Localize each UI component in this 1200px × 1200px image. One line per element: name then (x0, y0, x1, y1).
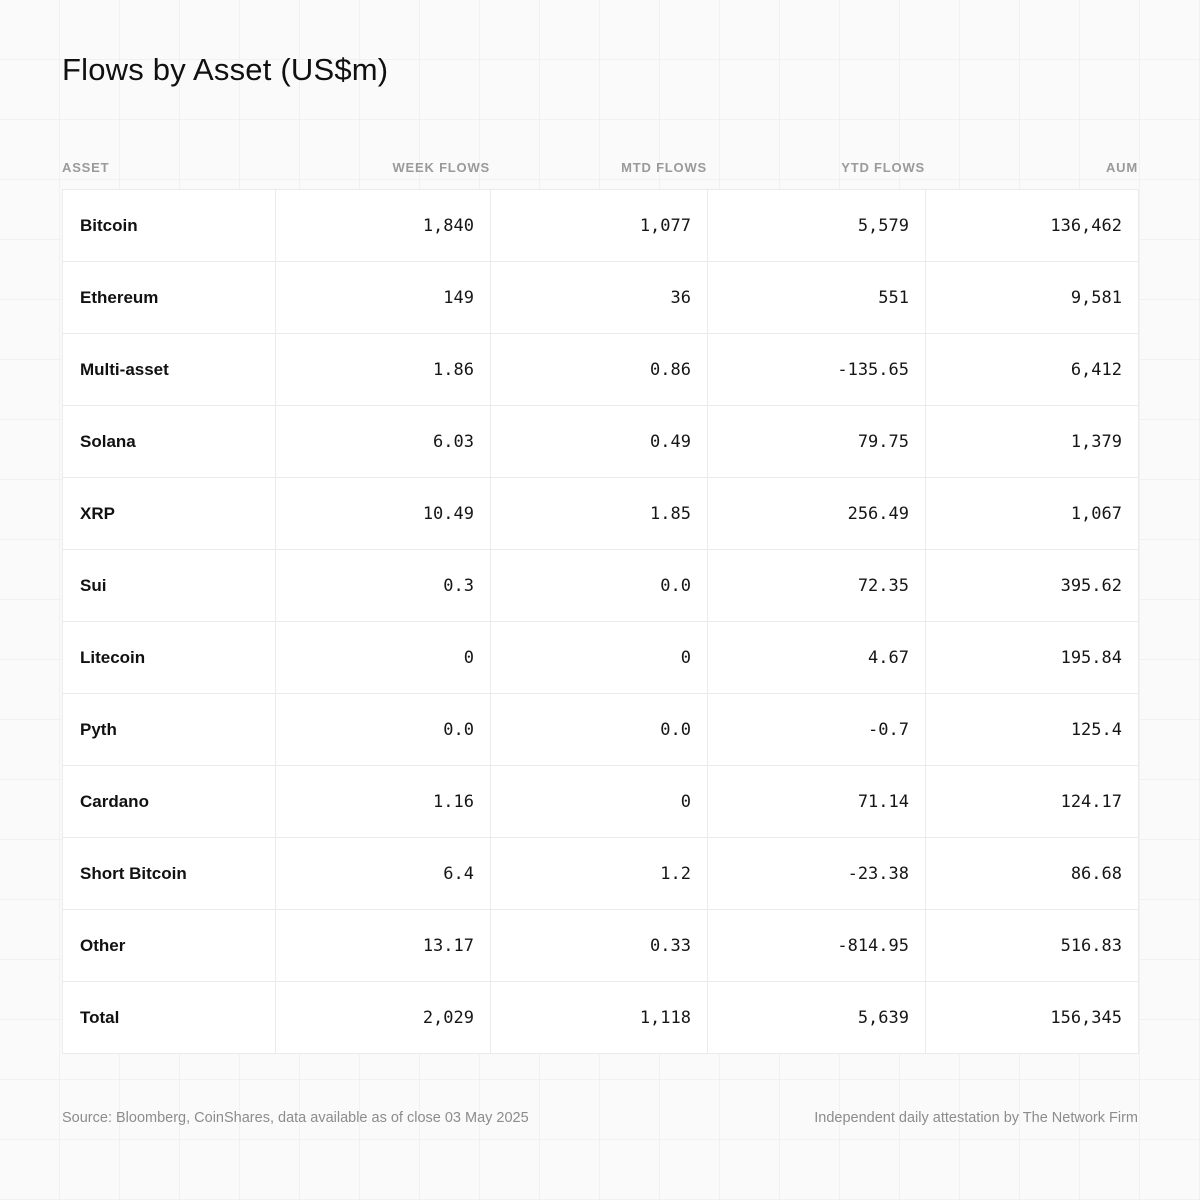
table-row: Sui 0.3 0.0 72.35 395.62 (62, 549, 1139, 622)
week-flows-cell: 0.0 (275, 693, 491, 766)
table-row: Litecoin 0 0 4.67 195.84 (62, 621, 1139, 694)
mtd-flows-cell: 36 (490, 261, 708, 334)
table-row: Multi-asset 1.86 0.86 -135.65 6,412 (62, 333, 1139, 406)
week-flows-cell: 1.16 (275, 765, 491, 838)
ytd-flows-cell: 551 (707, 261, 926, 334)
aum-cell: 86.68 (925, 837, 1139, 910)
asset-name-cell: Litecoin (62, 621, 276, 694)
week-flows-cell: 10.49 (275, 477, 491, 550)
week-flows-cell: 0.3 (275, 549, 491, 622)
aum-cell: 516.83 (925, 909, 1139, 982)
footer: Source: Bloomberg, CoinShares, data avai… (62, 1110, 1138, 1126)
week-flows-cell: 1.86 (275, 333, 491, 406)
mtd-flows-cell: 0 (490, 621, 708, 694)
mtd-flows-cell: 0.0 (490, 549, 708, 622)
column-header-ytd-flows: YTD Flows (841, 160, 925, 175)
attestation-note: Independent daily attestation by The Net… (814, 1110, 1138, 1126)
table-row: Pyth 0.0 0.0 -0.7 125.4 (62, 693, 1139, 766)
ytd-flows-cell: 79.75 (707, 405, 926, 478)
aum-cell: 125.4 (925, 693, 1139, 766)
flows-by-asset-table: Bitcoin 1,840 1,077 5,579 136,462 Ethere… (62, 189, 1139, 1054)
table-row: Bitcoin 1,840 1,077 5,579 136,462 (62, 189, 1139, 262)
asset-name-cell: Cardano (62, 765, 276, 838)
mtd-flows-cell: 1,077 (490, 189, 708, 262)
asset-name-cell: Ethereum (62, 261, 276, 334)
mtd-flows-cell: 1,118 (490, 981, 708, 1054)
table-column-headers: Asset Week Flows MTD Flows YTD Flows AUM (62, 160, 1138, 189)
aum-cell: 1,379 (925, 405, 1139, 478)
table-row: Cardano 1.16 0 71.14 124.17 (62, 765, 1139, 838)
asset-name-cell: Total (62, 981, 276, 1054)
asset-name-cell: Sui (62, 549, 276, 622)
mtd-flows-cell: 0.86 (490, 333, 708, 406)
week-flows-cell: 6.03 (275, 405, 491, 478)
table-row-total: Total 2,029 1,118 5,639 156,345 (62, 981, 1139, 1054)
ytd-flows-cell: 5,579 (707, 189, 926, 262)
table-row: Short Bitcoin 6.4 1.2 -23.38 86.68 (62, 837, 1139, 910)
ytd-flows-cell: -814.95 (707, 909, 926, 982)
aum-cell: 195.84 (925, 621, 1139, 694)
asset-name-cell: Short Bitcoin (62, 837, 276, 910)
column-header-week-flows: Week Flows (392, 160, 490, 175)
source-note: Source: Bloomberg, CoinShares, data avai… (62, 1110, 529, 1126)
week-flows-cell: 1,840 (275, 189, 491, 262)
asset-name-cell: Bitcoin (62, 189, 276, 262)
table-row: Ethereum 149 36 551 9,581 (62, 261, 1139, 334)
page-title: Flows by Asset (US$m) (62, 52, 389, 87)
aum-cell: 395.62 (925, 549, 1139, 622)
aum-cell: 156,345 (925, 981, 1139, 1054)
aum-cell: 6,412 (925, 333, 1139, 406)
asset-name-cell: Pyth (62, 693, 276, 766)
ytd-flows-cell: -0.7 (707, 693, 926, 766)
aum-cell: 124.17 (925, 765, 1139, 838)
aum-cell: 9,581 (925, 261, 1139, 334)
ytd-flows-cell: 256.49 (707, 477, 926, 550)
column-header-asset: Asset (62, 160, 110, 175)
week-flows-cell: 149 (275, 261, 491, 334)
aum-cell: 1,067 (925, 477, 1139, 550)
week-flows-cell: 13.17 (275, 909, 491, 982)
week-flows-cell: 6.4 (275, 837, 491, 910)
asset-name-cell: Solana (62, 405, 276, 478)
week-flows-cell: 0 (275, 621, 491, 694)
ytd-flows-cell: 4.67 (707, 621, 926, 694)
column-header-mtd-flows: MTD Flows (621, 160, 707, 175)
mtd-flows-cell: 0.0 (490, 693, 708, 766)
mtd-flows-cell: 1.85 (490, 477, 708, 550)
ytd-flows-cell: 71.14 (707, 765, 926, 838)
table-row: XRP 10.49 1.85 256.49 1,067 (62, 477, 1139, 550)
mtd-flows-cell: 1.2 (490, 837, 708, 910)
table-row: Other 13.17 0.33 -814.95 516.83 (62, 909, 1139, 982)
asset-name-cell: Multi-asset (62, 333, 276, 406)
ytd-flows-cell: 5,639 (707, 981, 926, 1054)
mtd-flows-cell: 0.49 (490, 405, 708, 478)
mtd-flows-cell: 0 (490, 765, 708, 838)
asset-name-cell: Other (62, 909, 276, 982)
week-flows-cell: 2,029 (275, 981, 491, 1054)
aum-cell: 136,462 (925, 189, 1139, 262)
table-row: Solana 6.03 0.49 79.75 1,379 (62, 405, 1139, 478)
ytd-flows-cell: -135.65 (707, 333, 926, 406)
mtd-flows-cell: 0.33 (490, 909, 708, 982)
column-header-aum: AUM (1105, 160, 1138, 175)
ytd-flows-cell: 72.35 (707, 549, 926, 622)
asset-name-cell: XRP (62, 477, 276, 550)
ytd-flows-cell: -23.38 (707, 837, 926, 910)
